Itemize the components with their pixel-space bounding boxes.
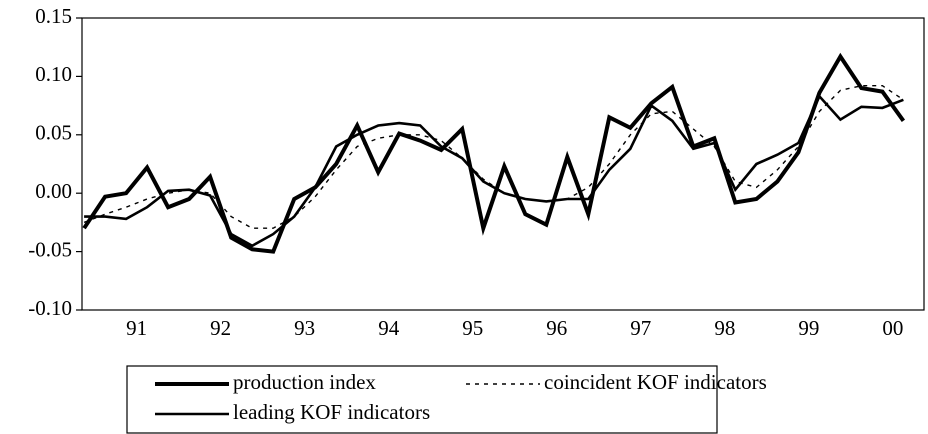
x-tick-label: 99 [798, 316, 819, 340]
y-tick-label: -0.10 [28, 296, 72, 320]
series-line [84, 93, 904, 248]
series-line [83, 84, 904, 229]
x-tick-label: 92 [210, 316, 231, 340]
legend-box [126, 365, 718, 434]
legend-label: leading KOF indicators [233, 400, 430, 424]
x-tick-label: 96 [546, 316, 567, 340]
y-tick-label: -0.05 [28, 237, 72, 261]
series-line [82, 52, 906, 254]
y-tick-label: 0.00 [35, 179, 72, 203]
y-tick-label: 0.15 [35, 4, 72, 28]
y-tick-label: 0.10 [35, 62, 72, 86]
legend-label: production index [233, 370, 376, 394]
legend-label: coincident KOF indicators [544, 370, 767, 394]
x-tick-label: 00 [882, 316, 903, 340]
x-tick-label: 91 [126, 316, 147, 340]
x-tick-label: 98 [714, 316, 735, 340]
plot-frame [81, 17, 925, 311]
x-tick-label: 95 [462, 316, 483, 340]
x-tick-label: 93 [294, 316, 315, 340]
y-tick-label: 0.05 [35, 121, 72, 145]
x-tick-label: 97 [630, 316, 651, 340]
x-tick-label: 94 [378, 316, 400, 340]
